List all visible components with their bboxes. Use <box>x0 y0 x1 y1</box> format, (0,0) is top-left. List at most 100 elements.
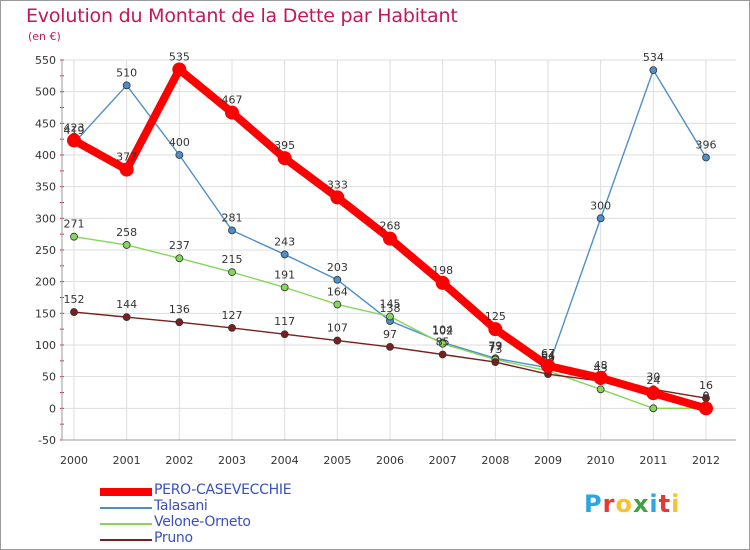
data-label: 271 <box>64 218 85 231</box>
legend-swatch <box>100 539 152 541</box>
legend-swatch <box>100 488 152 496</box>
data-label: 467 <box>222 94 243 107</box>
data-point <box>280 283 289 292</box>
data-point <box>122 313 131 322</box>
data-label: 268 <box>380 220 401 233</box>
data-label: 117 <box>274 315 295 328</box>
logo-letter: i <box>671 490 681 518</box>
data-point <box>649 404 658 413</box>
x-tick-label: 2006 <box>376 454 404 467</box>
legend-swatch <box>100 507 152 509</box>
data-point <box>119 162 134 177</box>
y-tick-label: 150 <box>35 307 56 320</box>
data-point <box>67 133 81 148</box>
data-point <box>330 190 345 205</box>
y-tick-label: -50 <box>38 434 56 447</box>
y-tick-label: 500 <box>35 86 56 99</box>
y-tick-label: 400 <box>35 149 56 162</box>
data-label: 191 <box>274 268 295 281</box>
data-point <box>228 323 236 332</box>
data-label: 396 <box>696 139 717 152</box>
data-label: 258 <box>116 226 137 239</box>
y-tick-label: 50 <box>42 371 56 384</box>
data-point <box>70 232 78 241</box>
data-point <box>333 336 342 345</box>
y-tick-label: 250 <box>35 244 56 257</box>
data-label: 125 <box>485 310 506 323</box>
x-tick-label: 2001 <box>113 454 141 467</box>
logo-letter: r <box>602 490 616 518</box>
data-point <box>488 322 503 337</box>
data-label: 43 <box>594 362 608 375</box>
data-label: 300 <box>590 199 611 212</box>
data-label: 395 <box>274 139 295 152</box>
data-label: 30 <box>646 370 660 383</box>
legend-swatch <box>100 523 152 525</box>
data-point <box>70 308 78 316</box>
x-tick-label: 2007 <box>429 454 457 467</box>
data-point <box>228 226 236 235</box>
data-label: 215 <box>222 253 243 266</box>
data-label: 77 <box>488 341 502 354</box>
data-point <box>383 231 397 246</box>
x-tick-label: 2011 <box>639 454 667 467</box>
data-point <box>175 254 184 263</box>
legend-label: Talasani <box>154 498 208 514</box>
data-label: 377 <box>116 151 137 164</box>
data-label: 510 <box>116 66 137 79</box>
data-label: 107 <box>327 322 348 335</box>
y-tick-label: 300 <box>35 212 56 225</box>
data-point <box>699 401 713 416</box>
y-tick-label: 550 <box>35 54 56 67</box>
y-tick-label: 0 <box>49 402 56 415</box>
data-point <box>593 370 608 385</box>
data-label: 67 <box>541 347 555 360</box>
y-tick-label: 450 <box>35 117 56 130</box>
data-label: 152 <box>64 293 85 306</box>
y-tick-label: 350 <box>35 181 56 194</box>
data-label: 535 <box>169 51 190 64</box>
data-point <box>596 214 605 223</box>
data-label: 79 <box>488 339 502 352</box>
data-point <box>175 318 184 327</box>
x-tick-label: 2008 <box>481 454 509 467</box>
data-point <box>646 386 661 401</box>
data-point <box>333 275 342 284</box>
data-label: 144 <box>116 298 137 311</box>
data-label: 102 <box>432 325 453 338</box>
data-label: 203 <box>327 261 348 274</box>
data-label: 145 <box>380 298 401 311</box>
data-point <box>280 250 289 259</box>
data-label: 400 <box>169 136 190 149</box>
legend-label: PERO-CASEVECCHIE <box>154 482 292 498</box>
chart-subtitle: (en €) <box>28 30 61 43</box>
logo-letter: i <box>649 490 659 518</box>
data-label: 0 <box>703 389 710 402</box>
legend-label: Pruno <box>154 530 193 546</box>
chart-title: Evolution du Montant de la Dette par Hab… <box>26 5 458 27</box>
data-label: 97 <box>383 328 397 341</box>
data-point <box>649 66 658 75</box>
data-label: 24 <box>646 374 660 387</box>
logo-letter: P <box>584 490 603 518</box>
data-point <box>172 62 187 77</box>
x-tick-label: 2004 <box>271 454 299 467</box>
data-label: 64 <box>541 349 555 362</box>
data-label: 419 <box>64 124 85 137</box>
data-point <box>596 385 605 394</box>
data-label: 16 <box>699 379 713 392</box>
data-label: 333 <box>327 178 348 191</box>
data-point <box>438 339 447 348</box>
data-point <box>491 358 500 367</box>
x-tick-label: 2012 <box>692 454 720 467</box>
x-tick-label: 2005 <box>323 454 351 467</box>
data-label: 423 <box>64 121 85 134</box>
data-point <box>277 151 292 166</box>
data-label: 48 <box>594 359 608 372</box>
data-point <box>122 241 131 249</box>
x-tick-label: 2009 <box>534 454 562 467</box>
x-tick-label: 2010 <box>587 454 615 467</box>
data-point <box>438 350 447 359</box>
y-tick-label: 200 <box>35 276 56 289</box>
